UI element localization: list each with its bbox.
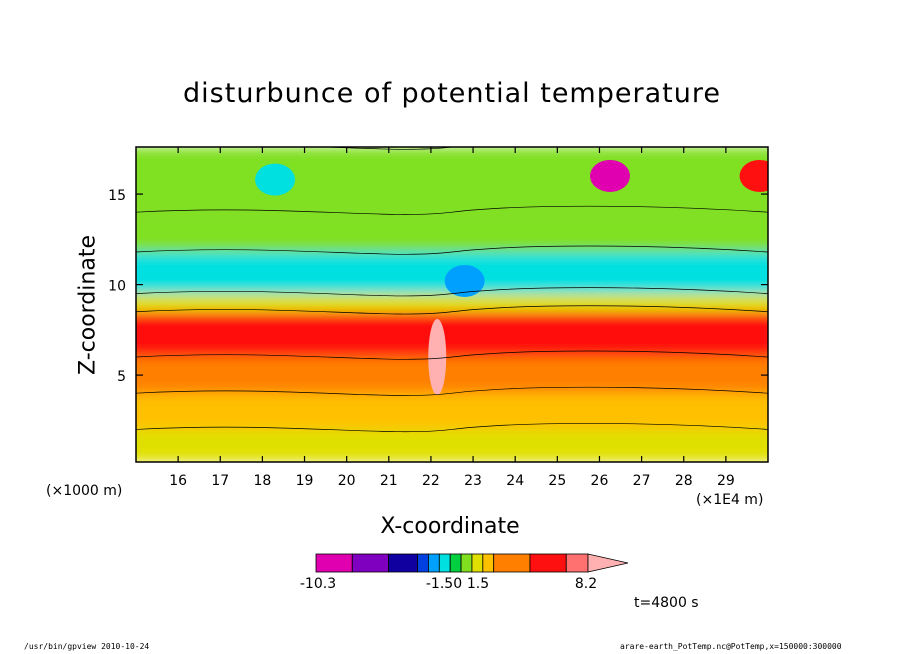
field-feature — [739, 159, 768, 192]
footer-command: /usr/bin/gpview 2010-10-24 — [24, 642, 150, 651]
colorbar-swatch — [417, 553, 429, 573]
colorbar-swatch — [428, 553, 440, 573]
field-band — [136, 147, 768, 213]
contour-line — [136, 205, 768, 215]
field-band — [136, 293, 768, 312]
field-band — [136, 393, 768, 430]
colorbar-swatch — [529, 553, 567, 573]
colorbar-swatch — [482, 553, 495, 573]
colorbar-tick-label: 8.2 — [575, 576, 597, 592]
x-tick-label: 27 — [633, 473, 651, 489]
field-band — [136, 357, 768, 394]
contour-line — [136, 423, 768, 433]
colorbar-extension — [587, 553, 629, 573]
time-annotation: t=4800 s — [634, 595, 699, 611]
footer-source: arare-earth_PotTemp.nc@PotTemp,x=150000:… — [620, 642, 842, 651]
x-tick-label: 26 — [591, 473, 609, 489]
contour-line — [136, 350, 768, 360]
field-band — [136, 429, 768, 462]
x-tick-label: 29 — [717, 473, 735, 489]
field-feature — [255, 163, 296, 196]
x-tick-label: 16 — [169, 473, 187, 489]
y-axis-label: Z-coordinate — [75, 235, 101, 375]
chart-title: disturbunce of potential temperature — [183, 78, 721, 109]
contour-line — [136, 386, 768, 396]
x-tick-label: 18 — [253, 473, 271, 489]
x-axis-label: X-coordinate — [380, 514, 520, 539]
y-axis-unit: (×1000 m) — [46, 483, 123, 499]
field-band — [136, 311, 768, 357]
colorbar-swatch — [351, 553, 389, 573]
x-tick-label: 17 — [211, 473, 229, 489]
y-tick-label: 15 — [108, 188, 126, 204]
colorbar-swatch — [493, 553, 531, 573]
contour-line — [136, 245, 768, 255]
colorbar-swatch — [565, 553, 589, 573]
x-tick-label: 22 — [422, 473, 440, 489]
contour-line — [136, 287, 768, 297]
colorbar-swatch — [438, 553, 451, 573]
colorbar-swatch — [460, 553, 473, 573]
potential-temperature-field — [136, 147, 768, 462]
x-tick-label: 21 — [380, 473, 398, 489]
x-axis-unit: (×1E4 m) — [696, 492, 764, 508]
plot-frame — [135, 146, 769, 463]
contour-line — [136, 305, 768, 315]
field-band — [136, 212, 768, 252]
colorbar-swatch — [388, 553, 418, 573]
field-feature — [428, 319, 447, 395]
x-tick-label: 24 — [506, 473, 524, 489]
colorbar-swatch — [449, 553, 462, 573]
y-tick-label: 10 — [108, 279, 126, 295]
x-tick-label: 20 — [338, 473, 356, 489]
x-axis-ticks: 16 17 18 19 20 21 22 23 24 25 26 27 28 29 — [169, 147, 735, 489]
x-tick-label: 23 — [464, 473, 482, 489]
field-feature — [590, 159, 630, 192]
colorbar-tick-label: -10.3 — [300, 576, 336, 592]
colorbar-swatch — [315, 553, 353, 573]
y-axis-ticks: 5 10 15 — [108, 188, 768, 385]
x-tick-label: 19 — [296, 473, 314, 489]
field-feature — [444, 264, 485, 297]
colorbar-tick-label: -1.50 — [426, 576, 462, 592]
x-tick-label: 25 — [548, 473, 566, 489]
colorbar: -10.3 -1.50 1.5 8.2 — [300, 553, 629, 592]
colorbar-tick-label: 1.5 — [467, 576, 489, 592]
x-tick-label: 28 — [675, 473, 693, 489]
y-tick-label: 5 — [117, 369, 126, 385]
colorbar-swatch — [471, 553, 484, 573]
